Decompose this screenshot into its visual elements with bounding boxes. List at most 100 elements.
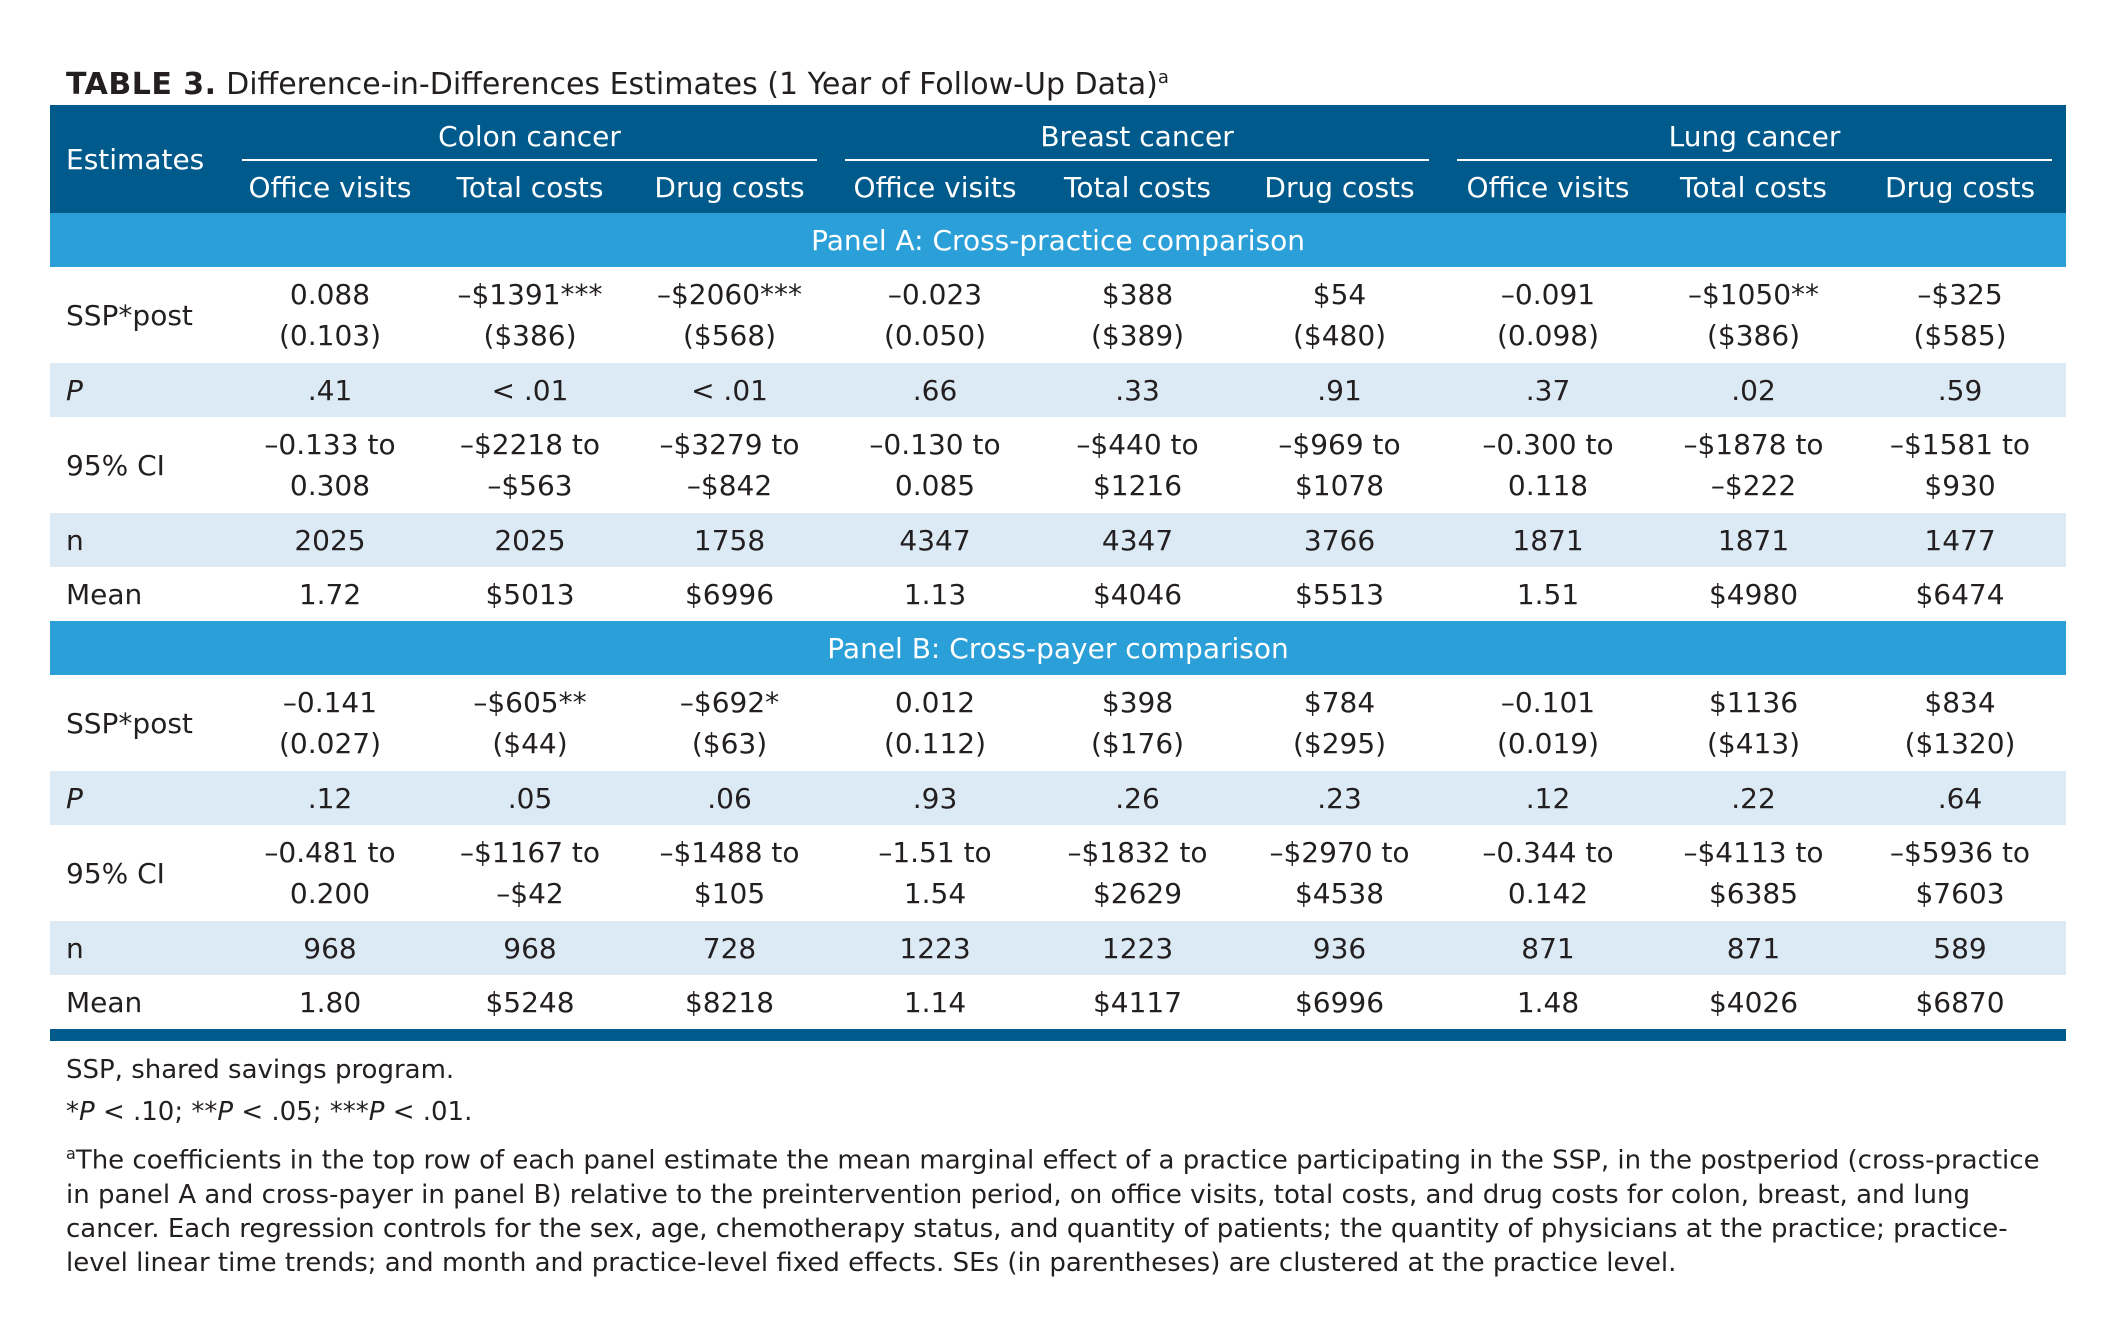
table-cell: .06 — [628, 771, 832, 825]
cell-line: ($413) — [1706, 727, 1801, 760]
cell-line: 0.118 — [1507, 469, 1589, 502]
panel-header-row: Panel A: Cross-practice comparison — [50, 213, 2067, 267]
table-cell: 1477 — [1854, 513, 2067, 567]
cell-line: .05 — [507, 781, 553, 815]
cell-line: –$440 to — [1076, 428, 1199, 461]
table-cell: 728 — [628, 921, 832, 975]
cell-line: 1871 — [1717, 523, 1790, 557]
table-row: n 2025 2025 1758 4347 4347 3766 1871 1871 1477 — [50, 513, 2067, 567]
table-cell: –0.300 to 0.118 — [1443, 417, 1653, 513]
cell-line: (0.050) — [884, 319, 987, 352]
cell-line: –$4113 to — [1683, 836, 1824, 869]
cell-line: –$2970 to — [1269, 836, 1410, 869]
cell-line: 0.012 — [894, 686, 976, 719]
table-cell: –$4113 to $6385 — [1653, 825, 1854, 921]
col-header: Drug costs — [1854, 161, 2067, 213]
table-cell: 1223 — [1039, 921, 1237, 975]
cell-line: $5513 — [1294, 577, 1385, 611]
table-cell: 1.13 — [831, 567, 1039, 621]
table-row: 95% CI –0.481 to 0.200 –$1167 to –$42 –$1488 … — [50, 825, 2066, 921]
cell-line: –$1050** — [1687, 278, 1820, 311]
row-label: 95% CI — [66, 448, 165, 482]
header-group-row: Estimates Colon cancer Breast cancer Lun… — [50, 105, 2067, 213]
cell-line: $6996 — [684, 577, 775, 611]
table-cell: –$2970 to $4538 — [1236, 825, 1443, 921]
cell-line: –0.091 — [1500, 278, 1596, 311]
table-cell: –$605** ($44) — [432, 675, 628, 771]
cell-line: 968 — [303, 931, 357, 965]
table-row: P .41 < .01 < .01 .66 .33 .91 .37 .02 .59 — [50, 363, 2067, 417]
cell-line: –1.51 to — [878, 836, 992, 869]
table-cell: –0.101 (0.019) — [1443, 675, 1653, 771]
cell-line: $1136 — [1708, 686, 1799, 719]
table-cell: .59 — [1854, 363, 2067, 417]
cell-line: $2629 — [1092, 877, 1183, 910]
cell-line: ($389) — [1090, 319, 1185, 352]
col-header: Drug costs — [628, 161, 832, 213]
cell-line: –$2218 to — [459, 428, 601, 461]
cell-line: .12 — [307, 781, 353, 815]
row-label: Mean — [50, 975, 228, 1041]
cell-line: –$3279 to — [659, 428, 800, 461]
table-cell: $4026 — [1653, 975, 1855, 1041]
table-cell: 1223 — [831, 921, 1040, 975]
cell-line: ($63) — [691, 727, 768, 760]
cell-line: .91 — [1317, 373, 1362, 407]
table-cell: 589 — [1854, 921, 2067, 975]
table-cell: –$2060*** ($568) — [628, 267, 831, 363]
table-cell: $4117 — [1039, 975, 1237, 1041]
cell-line: $4117 — [1092, 985, 1183, 1019]
cell-line: .26 — [1115, 781, 1160, 815]
cell-line: 1.13 — [903, 577, 967, 611]
table-cell: 871 — [1653, 921, 1855, 975]
cell-line: 1223 — [1101, 931, 1174, 965]
cell-line: $5013 — [485, 577, 575, 611]
table-cell: 871 — [1443, 921, 1654, 975]
table-cell: –$5936 to $7603 — [1854, 825, 2066, 921]
table-cell: 0.012 (0.112) — [831, 675, 1039, 771]
abbreviation-note: SSP, shared savings program. — [66, 1055, 455, 1085]
cell-line: 0.142 — [1507, 877, 1589, 910]
col-header: Office visits — [831, 161, 1040, 213]
cell-line: $4538 — [1294, 877, 1385, 910]
table-row: SSP*post 0.088 (0.103) –$1391*** ($386) –$206… — [50, 267, 2066, 363]
cell-line: .93 — [912, 781, 958, 815]
cell-line: < .01 — [691, 373, 768, 407]
cell-line: –$222 — [1710, 469, 1797, 502]
table-cell: 4347 — [1039, 513, 1237, 567]
cell-line: .23 — [1317, 781, 1362, 815]
cell-line: 3766 — [1303, 523, 1376, 557]
table-cell: .02 — [1653, 363, 1855, 417]
cell-line: 589 — [1933, 931, 1987, 965]
cell-line: $784 — [1303, 686, 1376, 719]
cell-line: –$605** — [473, 686, 587, 719]
cell-line: 0.085 — [894, 469, 976, 502]
table-cell: –$3279 to –$842 — [628, 417, 831, 513]
table-cell: .91 — [1236, 363, 1444, 417]
row-label: SSP*post — [66, 706, 193, 740]
cell-line: .66 — [912, 373, 958, 407]
table-cell: 1.48 — [1443, 975, 1654, 1041]
cell-line: $4980 — [1708, 577, 1799, 611]
table-cell: 936 — [1236, 921, 1444, 975]
table-cell: $4980 — [1653, 567, 1854, 621]
table-cell: $6996 — [628, 567, 831, 621]
cell-line: (0.019) — [1497, 727, 1600, 760]
table-cell: .23 — [1236, 771, 1444, 825]
panel-title: Panel A: Cross-practice comparison — [50, 213, 2067, 267]
cell-line: –0.133 to — [264, 428, 396, 461]
cell-line: –$1581 to — [1889, 428, 2031, 461]
cell-line: $8218 — [684, 985, 775, 1019]
cell-line: –0.344 to — [1482, 836, 1614, 869]
cell-line: $6474 — [1915, 577, 2005, 611]
cell-line: –0.101 — [1500, 686, 1596, 719]
table-cell: $834 ($1320) — [1854, 675, 2066, 771]
cell-line: .02 — [1731, 373, 1776, 407]
cell-line: ($480) — [1292, 319, 1387, 352]
table-cell: 2025 — [432, 513, 628, 567]
cell-line: 1758 — [693, 523, 766, 557]
cell-line: –0.481 to — [264, 836, 396, 869]
cell-line: 1.51 — [1516, 577, 1580, 611]
cell-line: –$1391*** — [457, 278, 603, 311]
table-row: Mean 1.72 $5013 $6996 1.13 $4046 $5513 1.51 $498… — [50, 567, 2066, 621]
